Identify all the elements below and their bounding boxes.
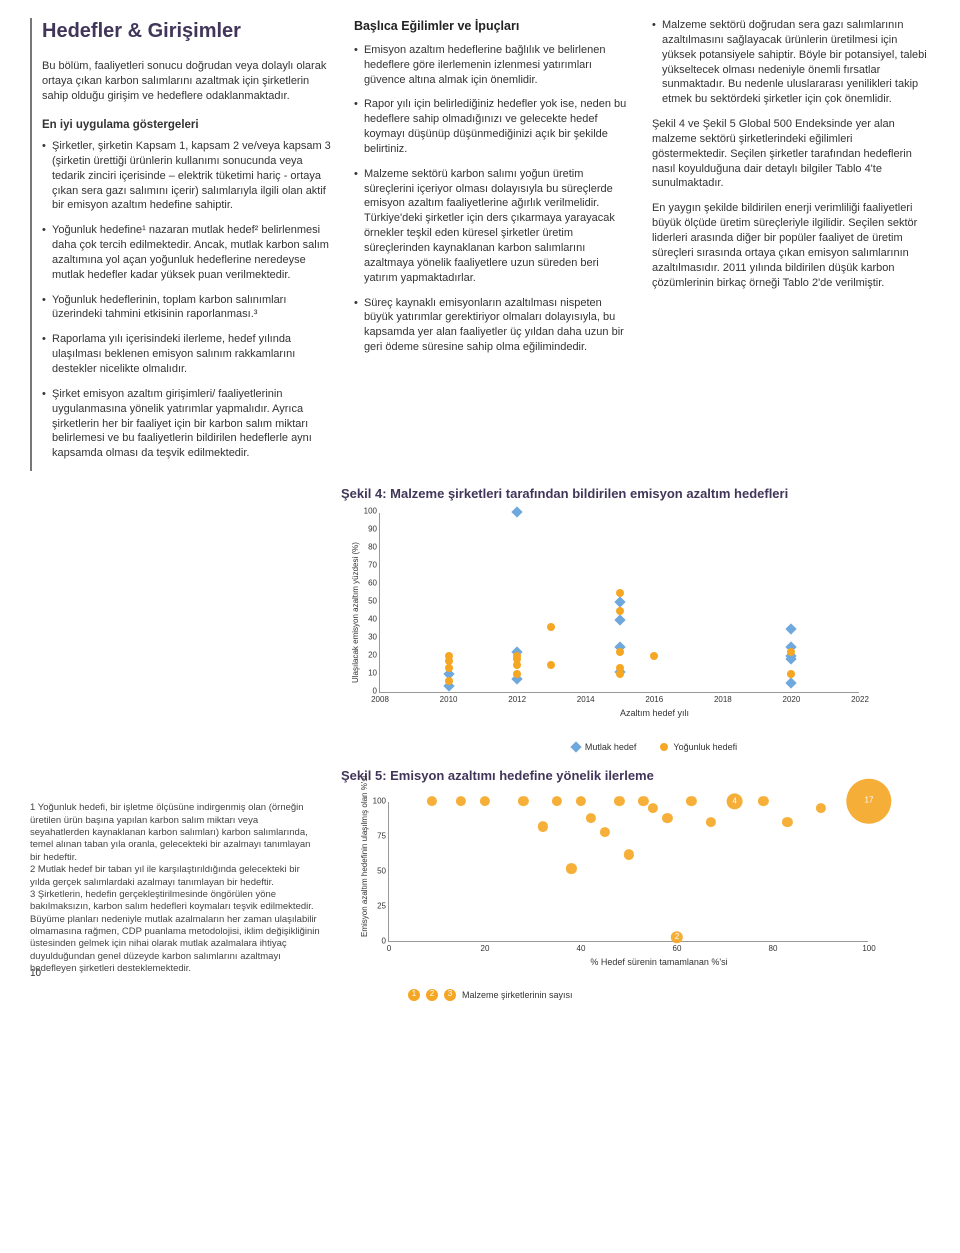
col2-heading: Başlıca Eğilimler ve İpuçları [354, 18, 632, 35]
bullet-item: Rapor yılı için belirlediğiniz hedefler … [354, 97, 632, 156]
col3-bullets: Malzeme sektörü doğrudan sera gazı salım… [652, 18, 930, 107]
bullet-item: Yoğunluk hedeflerinin, toplam karbon sal… [42, 293, 334, 323]
fig5-plot: 02550751000204060801002417 [388, 802, 868, 942]
col3-p1: Şekil 4 ve Şekil 5 Global 500 Endeksinde… [652, 117, 930, 191]
fig4-plot: 0102030405060708090100200820102012201420… [379, 513, 859, 693]
fig4-chart: Ulaşılacak emisyon azaltım yüzdesi (%) 0… [379, 513, 930, 753]
fig4-title: Şekil 4: Malzeme şirketleri tarafından b… [341, 485, 930, 503]
col3-p2: En yaygın şekilde bildirilen enerji veri… [652, 201, 930, 290]
intro-paragraph: Bu bölüm, faaliyetleri sonucu doğrudan v… [42, 59, 334, 104]
footnotes-block: 1 Yoğunluk hedefi, bir işletme ölçüsüne … [30, 802, 320, 1008]
bullet-item: Raporlama yılı içerisindeki ilerleme, he… [42, 332, 334, 377]
figure-4-wrap: Şekil 4: Malzeme şirketleri tarafından b… [327, 485, 930, 753]
footnotes-text: 1 Yoğunluk hedefi, bir işletme ölçüsüne … [30, 802, 320, 975]
three-column-layout: Hedefler & Girişimler Bu bölüm, faaliyet… [30, 18, 930, 471]
footer-row: 1 Yoğunluk hedefi, bir işletme ölçüsüne … [30, 802, 930, 1008]
fig5-chart-wrap: Emisyon azaltım hedefinin ulaşılmış olan… [350, 802, 930, 1008]
bullet-item: Emisyon azaltım hedeflerine bağlılık ve … [354, 43, 632, 88]
fig4-legend: Mutlak hedefYoğunluk hedefi [379, 741, 930, 753]
bullet-item: Malzeme sektörü doğrudan sera gazı salım… [652, 18, 930, 107]
fig5-title: Şekil 5: Emisyon azaltımı hedefine yönel… [341, 767, 930, 785]
fig5-chart: Emisyon azaltım hedefinin ulaşılmış olan… [388, 802, 930, 1000]
page-title: Hedefler & Girişimler [42, 18, 334, 45]
column-3: Malzeme sektörü doğrudan sera gazı salım… [652, 18, 930, 471]
fig5-ylabel: Emisyon azaltım hedefinin ulaşılmış olan… [360, 776, 371, 937]
fig4-xlabel: Azaltım hedef yılı [379, 707, 930, 719]
bullet-item: Şirket emisyon azaltım girişimleri/ faal… [42, 387, 334, 461]
figure-5-wrap: Şekil 5: Emisyon azaltımı hedefine yönel… [327, 767, 930, 785]
column-1: Hedefler & Girişimler Bu bölüm, faaliyet… [30, 18, 334, 471]
fig5-legend: 123Malzeme şirketlerinin sayısı [408, 989, 930, 1001]
col1-bullets: Şirketler, şirketin Kapsam 1, kapsam 2 v… [42, 139, 334, 461]
fig4-ylabel: Ulaşılacak emisyon azaltım yüzdesi (%) [351, 542, 362, 683]
bullet-item: Şirketler, şirketin Kapsam 1, kapsam 2 v… [42, 139, 334, 213]
bullet-item: Süreç kaynaklı emisyonların azaltılması … [354, 296, 632, 355]
col1-subheading: En iyi uygulama göstergeleri [42, 118, 334, 134]
bullet-item: Yoğunluk hedefine¹ nazaran mutlak hedef²… [42, 223, 334, 282]
bullet-item: Malzeme sektörü karbon salımı yoğun üret… [354, 167, 632, 286]
column-2: Başlıca Eğilimler ve İpuçları Emisyon az… [354, 18, 632, 471]
col2-bullets: Emisyon azaltım hedeflerine bağlılık ve … [354, 43, 632, 355]
fig5-xlabel: % Hedef sürenin tamamlanan %'si [388, 956, 930, 968]
